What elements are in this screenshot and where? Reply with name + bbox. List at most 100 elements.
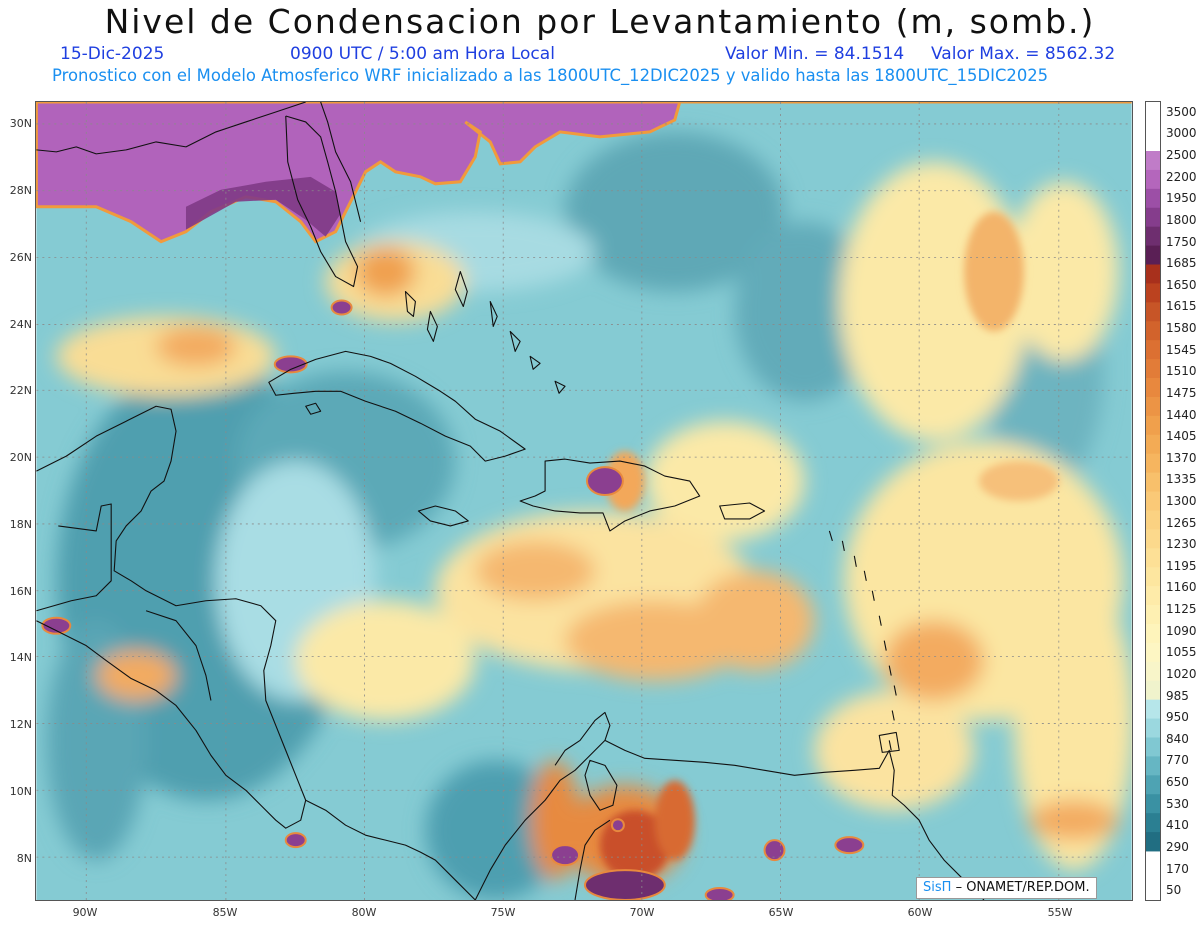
- legend-swatch: [1146, 661, 1160, 682]
- legend-level-label: 985: [1166, 688, 1189, 703]
- lat-label: 14N: [9, 651, 32, 664]
- legend-level-label: 50: [1166, 883, 1182, 898]
- value-min: Valor Min. = 84.1514: [725, 44, 905, 64]
- lon-label: 90W: [72, 906, 98, 919]
- legend-level-label: 1615: [1166, 299, 1197, 314]
- legend-swatch: [1146, 680, 1160, 701]
- legend-swatch: [1146, 832, 1160, 852]
- legend-swatch: [1146, 453, 1160, 474]
- legend-swatch: [1146, 415, 1160, 436]
- legend-swatch: [1146, 472, 1160, 492]
- legend-swatch: [1146, 302, 1160, 322]
- legend-swatch: [1146, 510, 1160, 530]
- legend-level-label: 3000: [1166, 126, 1197, 141]
- legend-level-label: 2500: [1166, 148, 1197, 163]
- legend-level-label: 1370: [1166, 450, 1197, 465]
- credit-text: – ONAMET/REP.DOM.: [955, 880, 1090, 895]
- legend-level-label: 1950: [1166, 191, 1197, 206]
- legend-swatch: [1146, 491, 1160, 511]
- credit-box: SisΠ – ONAMET/REP.DOM.: [916, 877, 1097, 899]
- legend-level-label: 410: [1166, 818, 1189, 833]
- lat-label: 18N: [9, 518, 32, 531]
- legend-swatch: [1146, 283, 1160, 303]
- legend-level-label: 1335: [1166, 472, 1197, 487]
- legend-level-label: 1195: [1166, 558, 1197, 573]
- legend-level-label: 290: [1166, 839, 1189, 854]
- lon-label: 55W: [1047, 906, 1073, 919]
- lat-label: 26N: [9, 251, 32, 264]
- legend-level-label: 1685: [1166, 256, 1197, 271]
- lon-label: 70W: [629, 906, 655, 919]
- legend-swatch: [1146, 359, 1160, 379]
- lat-label: 12N: [9, 718, 32, 731]
- legend-swatch: [1146, 605, 1160, 625]
- lat-label: 30N: [9, 117, 32, 130]
- legend-level-label: 1125: [1166, 602, 1197, 617]
- model-description: Pronostico con el Modelo Atmosferico WRF…: [52, 66, 1049, 85]
- legend-level-label: 1265: [1166, 515, 1197, 530]
- legend-swatch: [1146, 775, 1160, 795]
- high-lcl-north-core: [185, 176, 341, 237]
- legend-swatch: [1146, 737, 1160, 757]
- lat-label: 8N: [16, 852, 32, 865]
- legend-swatch: [1146, 586, 1160, 606]
- legend-level-label: 1475: [1166, 385, 1197, 400]
- legend-swatch: [1146, 434, 1160, 455]
- legend-swatch: [1146, 340, 1160, 360]
- legend-level-label: 530: [1166, 796, 1189, 811]
- legend-level-label: 1440: [1166, 407, 1197, 422]
- legend-level-label: 2200: [1166, 169, 1197, 184]
- lat-label: 24N: [9, 318, 32, 331]
- legend-level-label: 950: [1166, 710, 1189, 725]
- legend-swatch: [1146, 529, 1160, 549]
- sispi-logo: SisΠ: [923, 880, 952, 895]
- legend-level-label: 1160: [1166, 580, 1197, 595]
- legend-swatch: [1146, 794, 1160, 814]
- lat-label: 16N: [9, 585, 32, 598]
- legend-level-label: 650: [1166, 775, 1189, 790]
- graticule: [36, 102, 1132, 900]
- lon-label: 60W: [907, 906, 933, 919]
- lat-label: 20N: [9, 451, 32, 464]
- legend-level-label: 170: [1166, 861, 1189, 876]
- lon-label: 75W: [490, 906, 516, 919]
- legend-swatch: [1146, 756, 1160, 776]
- legend-level-label: 1545: [1166, 342, 1197, 357]
- legend-swatch: [1146, 151, 1160, 171]
- legend-level-label: 1800: [1166, 212, 1197, 227]
- legend-level-label: 1650: [1166, 277, 1197, 292]
- legend-swatch: [1146, 321, 1160, 341]
- legend-level-label: 1090: [1166, 623, 1197, 638]
- map-title: Nivel de Condensacion por Levantamiento …: [104, 2, 1096, 41]
- legend-level-label: 1300: [1166, 494, 1197, 508]
- color-legend: [1145, 101, 1161, 901]
- lon-label: 80W: [351, 906, 377, 919]
- legend-swatch: [1146, 207, 1160, 228]
- lat-label: 10N: [9, 785, 32, 798]
- legend-level-label: 1510: [1166, 364, 1197, 379]
- forecast-date: 15-Dic-2025: [60, 44, 165, 64]
- legend-swatch: [1146, 567, 1160, 587]
- value-max: Valor Max. = 8562.32: [931, 44, 1116, 64]
- legend-swatch: [1146, 642, 1160, 663]
- legend-level-label: 1020: [1166, 666, 1197, 681]
- lat-label: 22N: [9, 384, 32, 397]
- legend-swatch: [1146, 699, 1160, 720]
- legend-swatch: [1146, 378, 1160, 398]
- legend-level-label: 1750: [1166, 234, 1197, 249]
- legend-level-label: 770: [1166, 753, 1189, 768]
- lon-label: 65W: [768, 906, 794, 919]
- legend-swatch: [1146, 718, 1160, 738]
- legend-level-label: 840: [1166, 731, 1189, 746]
- legend-swatch: [1146, 169, 1160, 190]
- legend-level-label: 1055: [1166, 645, 1197, 660]
- field-shading: [46, 131, 1132, 900]
- coastlines: [36, 102, 985, 900]
- legend-swatch: [1146, 396, 1160, 417]
- legend-level-label: 1230: [1166, 537, 1197, 552]
- legend-swatch: [1146, 548, 1160, 568]
- legend-swatch: [1146, 188, 1160, 209]
- legend-swatch: [1146, 226, 1160, 247]
- lon-label: 85W: [212, 906, 238, 919]
- legend-level-label: 1580: [1166, 321, 1197, 336]
